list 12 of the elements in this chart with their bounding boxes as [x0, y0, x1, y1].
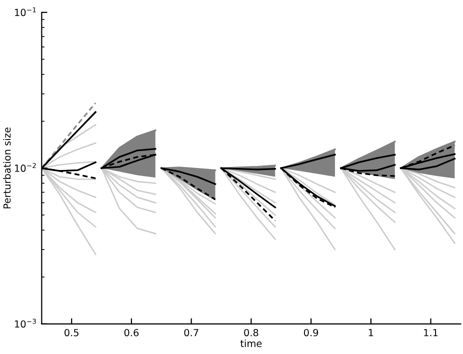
y-axis-title: Perturbation size: [3, 128, 11, 208]
y-tick-label: 10$^{−2}$: [15, 162, 36, 172]
x-tick-label: 0.9: [304, 328, 318, 336]
x-axis-title: time: [240, 340, 262, 348]
x-tick-label: 0.8: [244, 328, 258, 336]
x-tick-label: 1: [368, 329, 374, 336]
y-tick-label: 10$^{−1}$: [15, 7, 36, 16]
x-tick-label: 1.1: [424, 329, 438, 336]
x-tick-label: 0.7: [184, 328, 198, 336]
x-tick-label: 0.5: [64, 328, 78, 336]
x-tick-label: 0.6: [124, 328, 139, 336]
y-tick-label: 10$^{−3}$: [15, 318, 36, 328]
